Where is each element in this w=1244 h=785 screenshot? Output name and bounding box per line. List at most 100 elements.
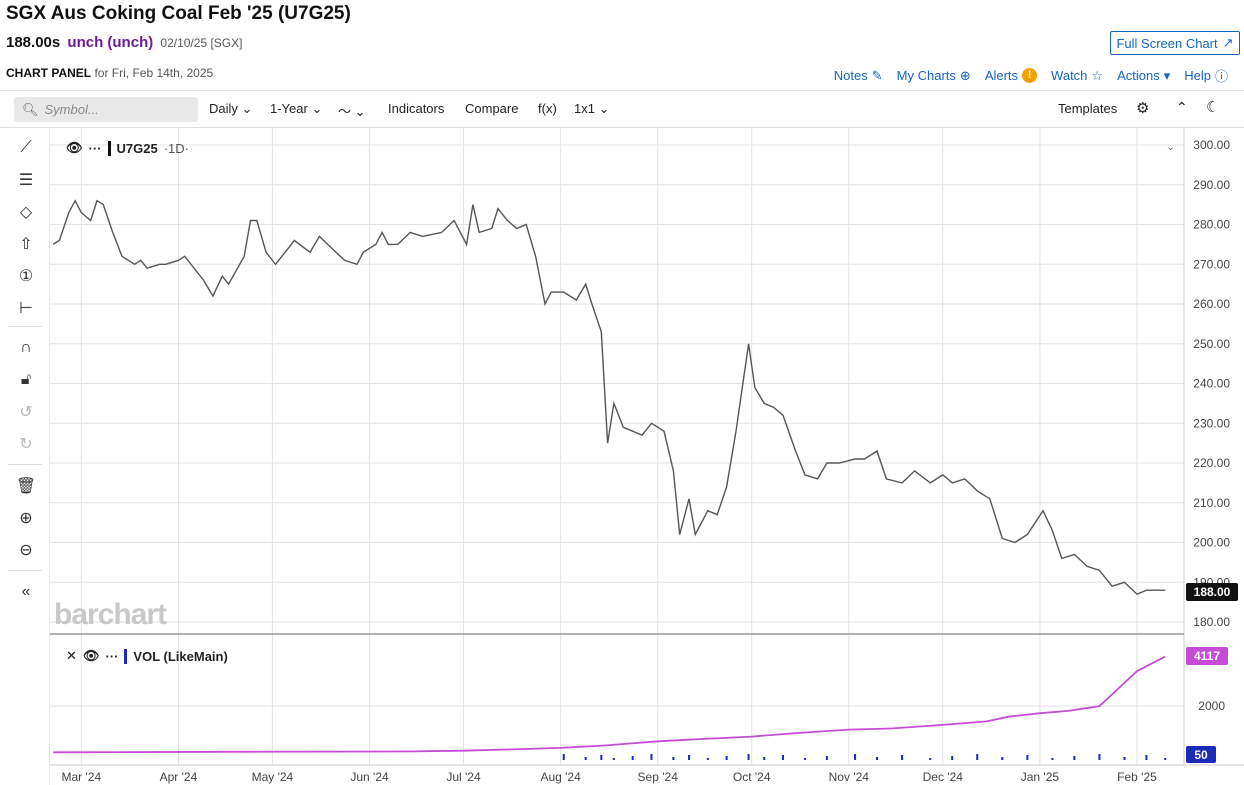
chart-panel-label: CHART PANEL for Fri, Feb 14th, 2025 [6,66,213,80]
volume-bar [725,756,728,760]
x-axis-tick-label: May '24 [252,770,294,784]
volume-bar [600,755,603,760]
alert-icon: ! [1022,68,1038,83]
indicators-button[interactable]: Indicators [388,101,445,116]
search-icon: 🔍︎ [22,101,39,117]
quote-line: 188.00s unch (unch) 02/10/25 [SGX] [6,34,242,51]
trash-icon[interactable]: 🗑︎ [15,478,37,495]
interval-label: Daily [209,101,238,116]
volume-last-label: 4117 [1186,647,1228,665]
external-arrow-icon: ↗ [1222,35,1234,50]
templates-button[interactable]: Templates [1058,101,1118,116]
zoom-out-icon[interactable]: ⊖ [19,542,33,559]
volume-bar [1164,758,1167,760]
volume-bar [1001,757,1004,760]
watch-link[interactable]: Watch ☆ [1051,68,1103,84]
range-select[interactable]: 1-Year ⌄ [270,101,322,117]
volume-bar [706,758,709,760]
y-axis-tick-label: 300.00 [1193,138,1230,152]
y-axis-tick-label: 240.00 [1193,377,1230,391]
chevron-down-icon: ⌄ [311,101,323,116]
arrow-tool-icon[interactable]: ⇧ [19,236,33,253]
layout-label: 1x1 [574,101,595,116]
more-dots-icon[interactable]: ··· [105,648,119,664]
trendline-tool-icon[interactable]: ⟋ [20,139,32,156]
redo-icon[interactable]: ↻ [19,436,33,453]
drawing-toolbar: ⟋ ☰ ◇ ⇧ ① ⊢ ∩ 🔓︎ ↺ ↻ 🗑︎ ⊕ ⊖ « [0,128,50,785]
compare-button[interactable]: Compare [465,101,519,116]
fib-tool-icon[interactable]: ☰ [18,172,34,189]
x-axis-tick-label: Nov '24 [829,770,870,784]
symbol-search-input[interactable]: 🔍︎ Symbol... [14,97,198,122]
volume-bar [1145,755,1148,760]
volume-label: VOL (LikeMain) [133,648,228,664]
quote-meta: 02/10/25 [SGX] [160,36,243,50]
volume-bar [612,758,615,760]
chevron-down-icon: ⌄ [598,101,610,116]
more-dots-icon[interactable]: ··· [88,140,102,156]
fx-button[interactable]: f(x) [538,101,557,116]
my-charts-label: My Charts [896,68,956,83]
star-icon: ☆ [1091,67,1104,83]
panel-title: CHART PANEL [6,66,92,80]
chevron-down-icon: ⌄ [241,101,253,116]
last-price-label: 188.00 [1186,583,1238,601]
x-axis-tick-label: Jan '25 [1021,770,1060,784]
actions-menu[interactable]: Actions ▾ [1117,68,1170,84]
chart-type-select[interactable]: 〜 ⌄ [338,101,366,120]
actions-label: Actions [1117,68,1160,83]
interval-select[interactable]: Daily ⌄ [209,101,252,117]
measure-tool-icon[interactable]: ⊢ [19,300,33,317]
watch-label: Watch [1051,68,1088,83]
collapse-up-icon[interactable]: ⌃ [1176,99,1188,115]
page-title: SGX Aus Coking Coal Feb '25 (U7G25) [6,3,351,24]
my-charts-link[interactable]: My Charts ⊕ [897,68,971,84]
legend-collapse-icon[interactable]: ⌄ [1166,141,1176,153]
collapse-toolbar-icon[interactable]: « [21,583,31,600]
full-screen-chart-button[interactable]: Full Screen Chart ↗ [1110,31,1240,55]
x-axis-tick-label: Sep '24 [638,770,679,784]
panel-date: for Fri, Feb 14th, 2025 [94,66,214,80]
settings-gear-icon[interactable]: ⚙ [1136,100,1150,117]
volume-bar [803,758,806,760]
volume-bar [1073,756,1076,760]
volume-bar [1051,758,1054,760]
volume-bar [951,756,954,760]
dark-mode-moon-icon[interactable]: ☾ [1206,99,1220,116]
volume-bar-label: 50 [1186,746,1216,763]
volume-bar [782,755,785,760]
notes-label: Notes [833,68,868,83]
volume-bar [876,757,879,760]
eye-icon[interactable]: 👁︎ [82,648,100,663]
annotation-tool-icon[interactable]: ① [18,268,34,285]
volume-bar [901,755,904,760]
y-axis-tick-label: 250.00 [1193,337,1230,351]
x-axis-tick-label: Oct '24 [733,770,771,784]
volume-bar [650,754,653,760]
y-axis-tick-label: 260.00 [1193,297,1230,311]
volume-bar [688,755,691,760]
y-axis-tick-label: 280.00 [1193,218,1230,232]
help-link[interactable]: Help ⓘ [1184,66,1228,85]
layout-select[interactable]: 1x1 ⌄ [574,101,610,117]
volume-axis-tick-label: 2000 [1198,699,1225,713]
volume-bar [1098,754,1101,760]
shapes-tool-icon[interactable]: ◇ [19,204,33,221]
series-color-marker [124,648,128,664]
volume-bar [672,757,675,760]
undo-icon[interactable]: ↺ [19,404,33,421]
main-interval: ·1D· [163,140,189,156]
zoom-in-icon[interactable]: ⊕ [19,510,33,527]
volume-legend: ✕ 👁︎ ··· VOL (LikeMain) [66,648,228,664]
unlock-icon[interactable]: 🔓︎ [20,371,32,388]
top-links: Notes ✎ My Charts ⊕ Alerts! Watch ☆ Actions… [834,66,1228,85]
magnet-icon[interactable]: ∩ [20,339,32,356]
notes-link[interactable]: Notes ✎ [834,68,883,84]
alerts-link[interactable]: Alerts! [985,68,1038,83]
eye-icon[interactable]: 👁︎ [66,140,83,155]
barchart-watermark: barchart [54,598,167,631]
volume-bar [631,756,634,760]
close-icon[interactable]: ✕ [66,648,77,663]
y-axis-tick-label: 290.00 [1193,178,1230,192]
